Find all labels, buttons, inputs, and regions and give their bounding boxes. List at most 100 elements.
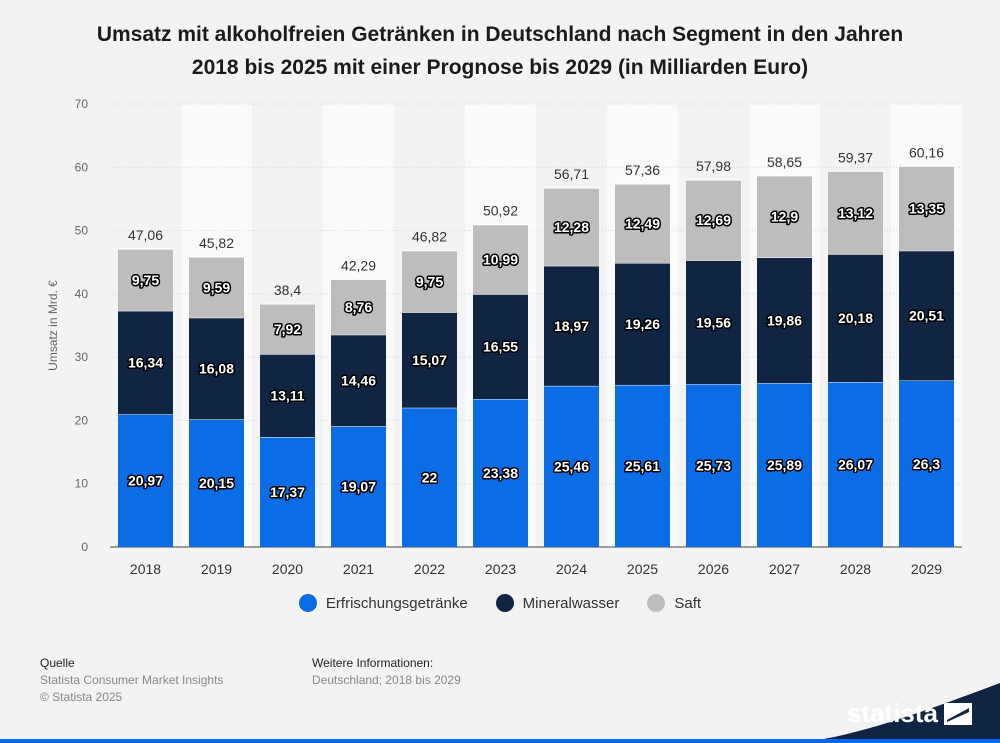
legend-swatch-mineralwasser [495,594,514,612]
bar-segment [189,317,244,420]
bar-segment [260,437,315,547]
bar-segment [189,419,244,547]
data-label: 10,99 [483,252,518,268]
data-label: 22 [422,469,438,485]
bar-segment [118,249,173,311]
y-tick-label: 50 [75,224,89,238]
x-tick-label: 2024 [556,561,587,577]
total-label: 42,29 [341,257,376,273]
statista-logo[interactable]: statista [847,698,972,729]
data-label: 9,75 [132,272,159,288]
y-tick-label: 60 [75,160,89,174]
x-tick-label: 2026 [698,561,729,577]
total-label: 56,71 [554,166,589,182]
data-label: 12,69 [696,212,731,228]
total-label: 38,4 [274,282,301,298]
bar-segment [686,180,741,261]
bar-segment [544,188,599,266]
bar-segment [828,254,883,383]
x-tick-label: 2029 [911,561,942,577]
bar-segment [544,265,599,386]
bar-segment [757,175,812,258]
bar-segment [118,310,173,415]
x-tick-label: 2020 [272,561,303,577]
data-label: 16,08 [199,361,234,377]
bar-segment [260,303,315,355]
data-label: 20,51 [909,308,944,324]
legend-item-mineralwasser[interactable]: Mineralwasser [495,594,620,612]
bar-segment [331,334,386,427]
source-line[interactable]: Statista Consumer Market Insights [40,673,224,687]
bar-segment [899,380,954,547]
bar-segment [615,384,670,547]
bar-segment [828,171,883,255]
total-label: 47,06 [128,227,163,243]
data-label: 18,97 [554,318,589,334]
bar-segment [899,250,954,381]
legend-swatch-erfrischungsgetraenke [298,594,317,612]
data-label: 19,86 [767,312,802,328]
logo-text: statista [846,698,938,728]
bar-segment [757,383,812,547]
bar-segment [828,382,883,547]
x-tick-label: 2019 [201,561,232,577]
legend-item-erfrischungsgetraenke[interactable]: Erfrischungsgetränke [298,594,468,612]
bar-segment [189,257,244,318]
data-label: 20,15 [199,475,234,491]
x-tick-label: 2025 [627,561,658,577]
data-label: 19,56 [696,314,731,330]
bottom-accent-bar [0,739,1000,743]
bar-segment [615,183,670,264]
data-label: 26,3 [913,456,940,472]
info-line: Deutschland; 2018 bis 2029 [312,673,461,687]
source-heading: Quelle [40,656,75,670]
bar-segment [402,407,457,547]
y-tick-label: 30 [75,350,89,364]
data-label: 25,46 [554,458,589,474]
y-axis-label: Umsatz in Mrd. € [46,280,60,371]
bar-segment [118,414,173,547]
legend-label: Erfrischungsgetränke [325,594,468,612]
total-label: 59,37 [838,149,873,165]
bar-segment [473,294,528,400]
data-label: 12,49 [625,216,660,232]
bar-segment [473,224,528,295]
data-label: 12,28 [554,219,589,235]
footer-swoosh [800,683,1000,743]
data-label: 20,18 [838,310,873,326]
legend-item-saft[interactable]: Saft [647,594,701,612]
total-label: 50,92 [483,203,518,219]
data-label: 25,61 [625,458,660,474]
data-label: 12,9 [771,209,798,225]
data-label: 9,59 [203,279,230,295]
title-line-1: Umsatz mit alkoholfreien Getränken in De… [96,23,904,46]
copyright-line: © Statista 2025 [40,690,123,704]
y-tick-label: 40 [75,287,89,301]
info-block: Weitere Informationen: Deutschland; 2018… [312,655,461,689]
data-label: 17,37 [270,484,305,500]
bar-segment [615,263,670,385]
y-tick-label: 0 [81,540,88,554]
data-label: 25,89 [767,457,802,473]
info-heading[interactable]: Weitere Informationen: [312,656,434,670]
bar-segment [260,354,315,438]
data-label: 7,92 [274,321,301,337]
x-tick-label: 2022 [414,561,445,577]
stacked-bar-chart: 0 10 20 30 40 50 60 70 Umsatz in Mrd. € 20,97 16,3… [46,97,962,577]
data-label: 13,35 [909,201,944,217]
total-label: 57,98 [696,158,731,174]
x-tick-label: 2028 [840,561,871,577]
data-label: 19,26 [625,316,660,332]
bar-segment [899,166,954,251]
bar-segment [686,260,741,385]
x-tick-label: 2021 [343,561,374,577]
data-label: 19,07 [341,479,376,495]
x-tick-label: 2027 [769,561,800,577]
bar-segment [686,384,741,547]
x-tick-label: 2023 [485,561,516,577]
data-label: 9,75 [416,274,443,290]
data-label: 16,55 [483,339,518,355]
total-label: 45,82 [199,235,234,251]
chart-title: Umsatz mit alkoholfreien Getränken in De… [0,18,1000,84]
legend-label: Mineralwasser [522,594,620,612]
